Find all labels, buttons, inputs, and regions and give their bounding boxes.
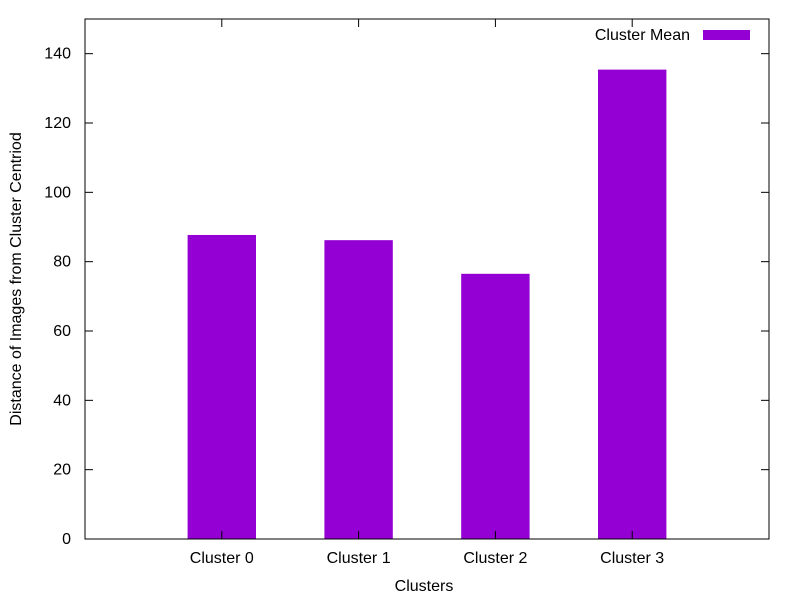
ytick-label-6: 120 xyxy=(44,115,71,132)
x-axis-label: Clusters xyxy=(395,578,454,595)
ytick-label-0: 0 xyxy=(62,531,71,548)
x-tick-labels: Cluster 0 Cluster 1 Cluster 2 Cluster 3 xyxy=(190,550,665,567)
bar-3 xyxy=(598,69,667,539)
y-tick-labels: 0 20 40 60 80 100 120 140 xyxy=(44,46,71,548)
ytick-label-3: 60 xyxy=(53,323,71,340)
legend-swatch xyxy=(703,30,750,40)
bar-2 xyxy=(461,273,530,539)
bar-1 xyxy=(324,240,393,539)
ytick-label-5: 100 xyxy=(44,184,71,201)
plot-frame xyxy=(84,18,770,540)
bars-layer xyxy=(187,69,667,539)
xtick-label-0: Cluster 0 xyxy=(190,550,254,567)
xtick-label-3: Cluster 3 xyxy=(600,550,664,567)
legend: Cluster Mean xyxy=(595,27,750,44)
xtick-label-2: Cluster 2 xyxy=(463,550,527,567)
axis-ticks xyxy=(85,19,769,540)
bar-0 xyxy=(187,234,256,539)
xtick-label-1: Cluster 1 xyxy=(327,550,391,567)
y-axis-label: Distance of Images from Cluster Centriod xyxy=(8,132,25,425)
ytick-label-4: 80 xyxy=(53,254,71,271)
ytick-label-1: 20 xyxy=(53,462,71,479)
legend-label: Cluster Mean xyxy=(595,27,690,44)
ytick-label-7: 140 xyxy=(44,46,71,63)
ytick-label-2: 40 xyxy=(53,392,71,409)
